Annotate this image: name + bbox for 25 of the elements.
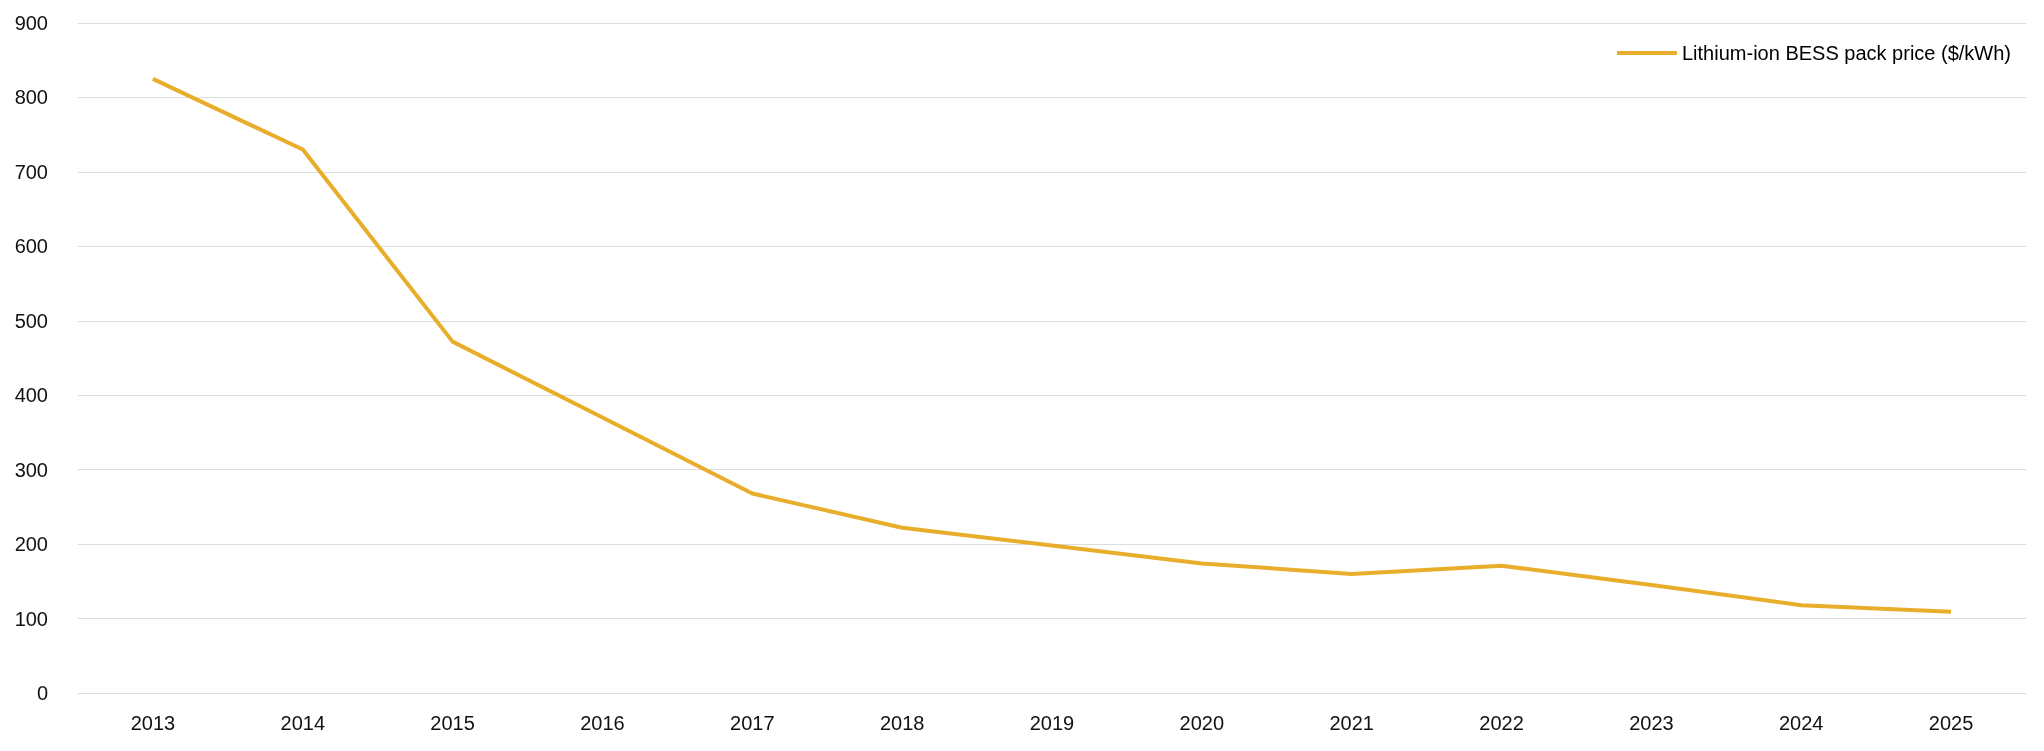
line-series: [150, 76, 1954, 614]
x-tick-label: 2019: [1029, 712, 1075, 734]
x-tick-label: 2024: [1778, 712, 1824, 734]
y-tick-label: 200: [14, 533, 48, 556]
y-tick-label: 500: [14, 309, 48, 332]
y-tick-label: 700: [14, 160, 48, 183]
x-tick-label: 2023: [1629, 712, 1674, 734]
x-tick-label: 2021: [1329, 712, 1374, 734]
y-tick-label: 0: [36, 682, 48, 704]
y-tick-label: 600: [14, 235, 48, 258]
x-tick-label: 2017: [730, 712, 775, 734]
x-tick-label: 2025: [1928, 712, 1974, 734]
x-tick-label: 2013: [130, 712, 176, 734]
legend-label: Lithium-ion BESS pack price ($/kWh): [1682, 42, 2012, 64]
x-tick-label: 2014: [280, 712, 326, 734]
x-tick-label: 2022: [1479, 712, 1524, 734]
y-tick-label: 400: [14, 384, 48, 407]
y-tick-label: 800: [14, 86, 48, 109]
y-tick-label: 900: [14, 12, 48, 34]
x-tick-label: 2018: [879, 712, 925, 734]
y-tick-label: 100: [14, 607, 48, 630]
x-tick-label: 2015: [430, 712, 475, 734]
x-tick-label: 2016: [580, 712, 625, 734]
x-tick-label: 2020: [1179, 712, 1225, 734]
y-tick-label: 300: [14, 458, 48, 481]
